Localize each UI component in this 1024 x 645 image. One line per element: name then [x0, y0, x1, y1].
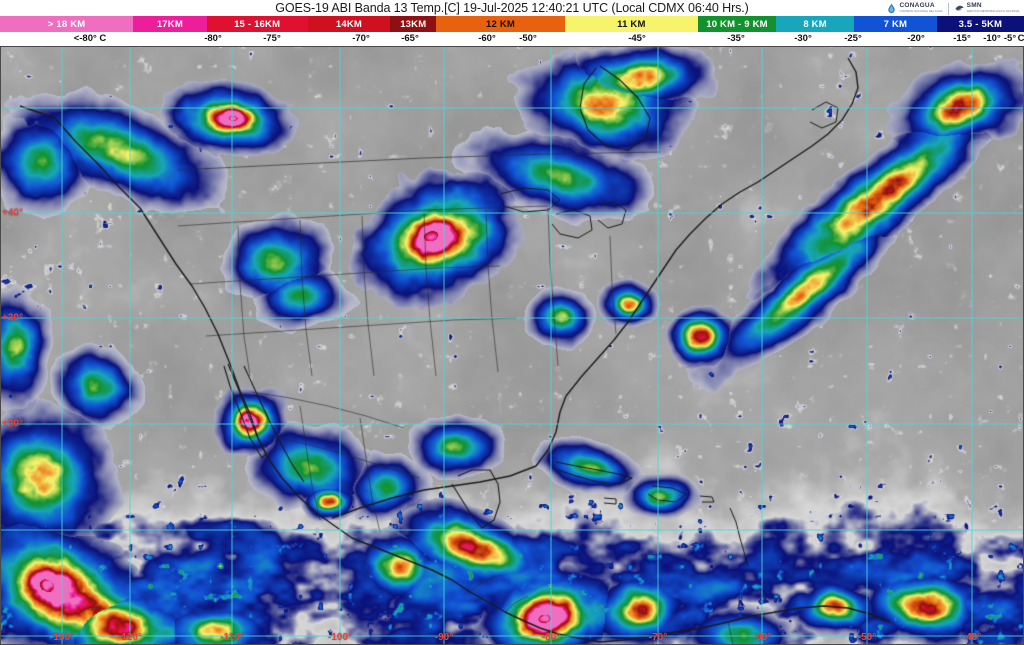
legend-tick-label: -80°	[204, 33, 222, 44]
legend-temperature-ticks: <-80° C -80° -75° -70° -65° -60° -50° -45° -35° -…	[0, 32, 1024, 46]
satellite-map[interactable]: +40° +30° +20° -130° -120° -110° -100° -90° -80°…	[0, 46, 1024, 645]
longitude-label: -130°	[49, 632, 75, 643]
latitude-label: +20°	[2, 418, 23, 430]
legend-tick-label: -50°	[519, 33, 537, 44]
legend-segment: 13KM	[390, 16, 437, 32]
legend-segment: 8 KM	[776, 16, 855, 32]
longitude-label: -120°	[117, 632, 143, 643]
conagua-logo-name: CONAGUA	[899, 2, 935, 10]
legend-tick-label: -65°	[401, 33, 419, 44]
latitude-label: +30°	[2, 312, 23, 324]
eagle-icon	[955, 5, 964, 11]
legend-tick-label: -30°	[794, 33, 812, 44]
legend-segment: 3.5 - 5KM	[936, 16, 1024, 32]
legend-segment: 10 KM - 9 KM	[697, 16, 777, 32]
legend-tick-label: -5°	[1003, 33, 1017, 44]
smn-logo: SMN SERVICIO METEOROLOGICO NACIONAL	[954, 3, 1020, 14]
legend-tick-label: -25°	[844, 33, 862, 44]
conagua-logo: CONAGUA COMISION NACIONAL DEL AGUA	[886, 2, 943, 14]
legend-segment: > 18 KM	[0, 16, 134, 32]
legend-tick-label: -60°	[478, 33, 496, 44]
conagua-logo-subtitle: COMISION NACIONAL DEL AGUA	[899, 9, 943, 13]
legend-tick-label: -35°	[727, 33, 745, 44]
smn-logo-name: SMN	[966, 2, 982, 10]
legend-segment: 7 KM	[854, 16, 937, 32]
longitude-label: -100°	[327, 632, 353, 643]
longitude-label: -60°	[752, 632, 772, 643]
longitude-label: -40°	[962, 632, 982, 643]
longitude-label: -70°	[648, 632, 668, 643]
legend-segment: 17KM	[133, 16, 207, 32]
legend-segment: 12 KM	[436, 16, 565, 32]
latitude-label: +40°	[2, 207, 23, 219]
page-title: GOES-19 ABI Banda 13 Temp.[C] 19-Jul-202…	[275, 1, 749, 15]
water-drop-icon	[888, 3, 896, 14]
legend-tick-label: -75°	[263, 33, 281, 44]
legend-tick-label: C	[1017, 33, 1024, 44]
legend-segment: 15 - 16KM	[206, 16, 308, 32]
legend-segment: 14KM	[307, 16, 391, 32]
legend-tick-label: -45°	[628, 33, 646, 44]
longitude-label: -50°	[857, 632, 877, 643]
agency-logos: CONAGUA COMISION NACIONAL DEL AGUA SMN S…	[886, 1, 1020, 16]
logo-divider	[947, 2, 949, 15]
longitude-label: -110°	[220, 632, 244, 643]
legend-color-scale: > 18 KM 17KM 15 - 16KM 14KM 13KM 12 KM 11 KM 10…	[0, 16, 1024, 32]
smn-logo-subtitle: SERVICIO METEOROLOGICO NACIONAL	[966, 9, 1020, 13]
legend-tick-label: -20°	[907, 33, 925, 44]
longitude-label: -80°	[541, 632, 561, 643]
legend-tick-label: -10°	[983, 33, 1001, 44]
header-bar: GOES-19 ABI Banda 13 Temp.[C] 19-Jul-202…	[0, 0, 1024, 16]
legend-tick-label: <-80° C	[73, 33, 107, 44]
longitude-label: -90°	[434, 632, 454, 643]
infrared-cloud-imagery	[0, 46, 1024, 645]
legend-segment: 11 KM	[564, 16, 698, 32]
legend-tick-label: -15°	[953, 33, 971, 44]
legend-tick-label: -70°	[352, 33, 370, 44]
